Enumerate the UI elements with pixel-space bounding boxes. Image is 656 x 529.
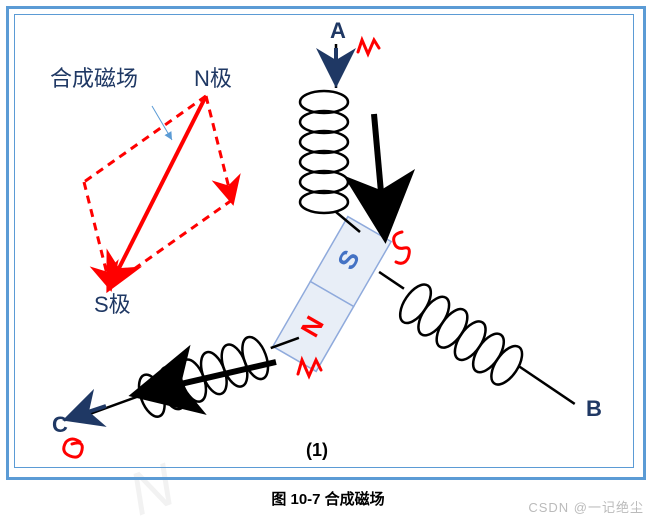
coil-b: [363, 259, 583, 427]
field-arrow-a: [374, 114, 384, 226]
figure-container: N: [0, 0, 656, 524]
coil-a: [300, 44, 360, 232]
label-s-pole: S极: [94, 292, 131, 317]
label-a: A: [330, 18, 346, 43]
bar-magnet: S N: [273, 217, 391, 372]
watermark-text: CSDN @一记绝尘: [528, 497, 644, 516]
coil-c-output-arrow: [70, 406, 106, 418]
diagram-svg: S N: [14, 14, 632, 466]
resultant-vector: [110, 96, 206, 286]
label-resultant: 合成磁场: [50, 66, 138, 91]
vector-parallelogram: [84, 96, 232, 286]
label-b: B: [586, 396, 602, 421]
sub-label: (1): [306, 440, 328, 460]
label-c: C: [52, 412, 68, 437]
label-n-pole: N极: [194, 66, 232, 91]
